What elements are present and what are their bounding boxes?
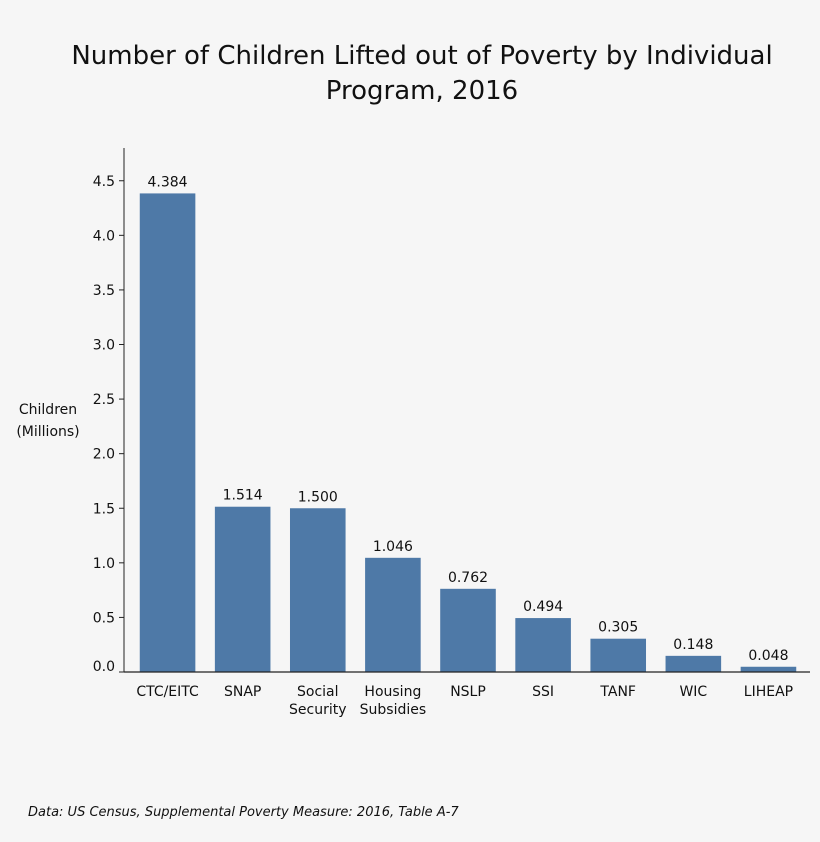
bar [515, 618, 571, 672]
bars [139, 193, 797, 672]
y-tick-label: 1.0 [93, 556, 115, 572]
x-tick-label: CTC/EITC [136, 684, 199, 700]
x-tick-label: Subsidies [360, 702, 427, 718]
y-tick-label: 1.5 [93, 501, 115, 517]
value-labels: 4.384 1.514 1.500 1.046 0.762 0.494 0.305 0.148… [148, 174, 789, 663]
chart-title-line-2: Program, 2016 [326, 76, 518, 106]
data-label: 0.494 [523, 599, 563, 615]
data-label: 0.305 [598, 620, 638, 636]
y-tick-label: 0.5 [93, 610, 115, 626]
data-label: 4.384 [148, 174, 188, 190]
y-axis: 0.0 0.5 1.0 1.5 2.0 2.5 3.0 3.5 4.0 4.5 [93, 148, 125, 675]
x-tick-label: LIHEAP [744, 684, 793, 700]
bar [440, 588, 496, 672]
y-tick-label: 4.0 [93, 228, 115, 244]
y-tick-label: 0.0 [93, 659, 115, 675]
y-tick-label: 3.5 [93, 283, 115, 299]
data-label: 0.762 [448, 570, 488, 586]
data-label: 0.048 [748, 648, 788, 664]
y-tick-label: 2.5 [93, 392, 115, 408]
x-tick-label: NSLP [450, 684, 486, 700]
y-tick-label: 2.0 [93, 447, 115, 463]
x-tick-label: Social [297, 684, 339, 700]
x-tick-label: WIC [679, 684, 707, 700]
data-label: 0.148 [673, 637, 713, 653]
y-axis-label: Children (Millions) [16, 402, 79, 440]
source-note: Data: US Census, Supplemental Poverty Me… [28, 805, 459, 820]
bar [740, 666, 797, 672]
bar [214, 506, 271, 672]
x-tick-label: Housing [364, 684, 421, 700]
chart-title: Number of Children Lifted out of Poverty… [71, 41, 772, 106]
y-axis-label-line-2: (Millions) [16, 424, 79, 440]
data-label: 1.514 [223, 488, 263, 504]
y-tick-label: 4.5 [93, 174, 115, 190]
bar [590, 638, 647, 672]
chart-title-line-1: Number of Children Lifted out of Poverty… [71, 41, 772, 71]
x-tick-label: TANF [599, 684, 636, 700]
x-tick-label: SNAP [224, 684, 261, 700]
data-label: 1.046 [373, 539, 413, 555]
x-tick-label: SSI [532, 684, 554, 700]
y-axis-label-line-1: Children [19, 402, 77, 418]
bar [139, 193, 196, 672]
bar [665, 655, 722, 672]
data-label: 1.500 [298, 489, 338, 505]
x-tick-label: Security [289, 702, 347, 718]
bar [289, 508, 346, 672]
x-axis: CTC/EITC SNAP Social Security Housing Subsidi… [124, 671, 810, 718]
bar [365, 557, 421, 672]
y-tick-label: 3.0 [93, 338, 115, 354]
